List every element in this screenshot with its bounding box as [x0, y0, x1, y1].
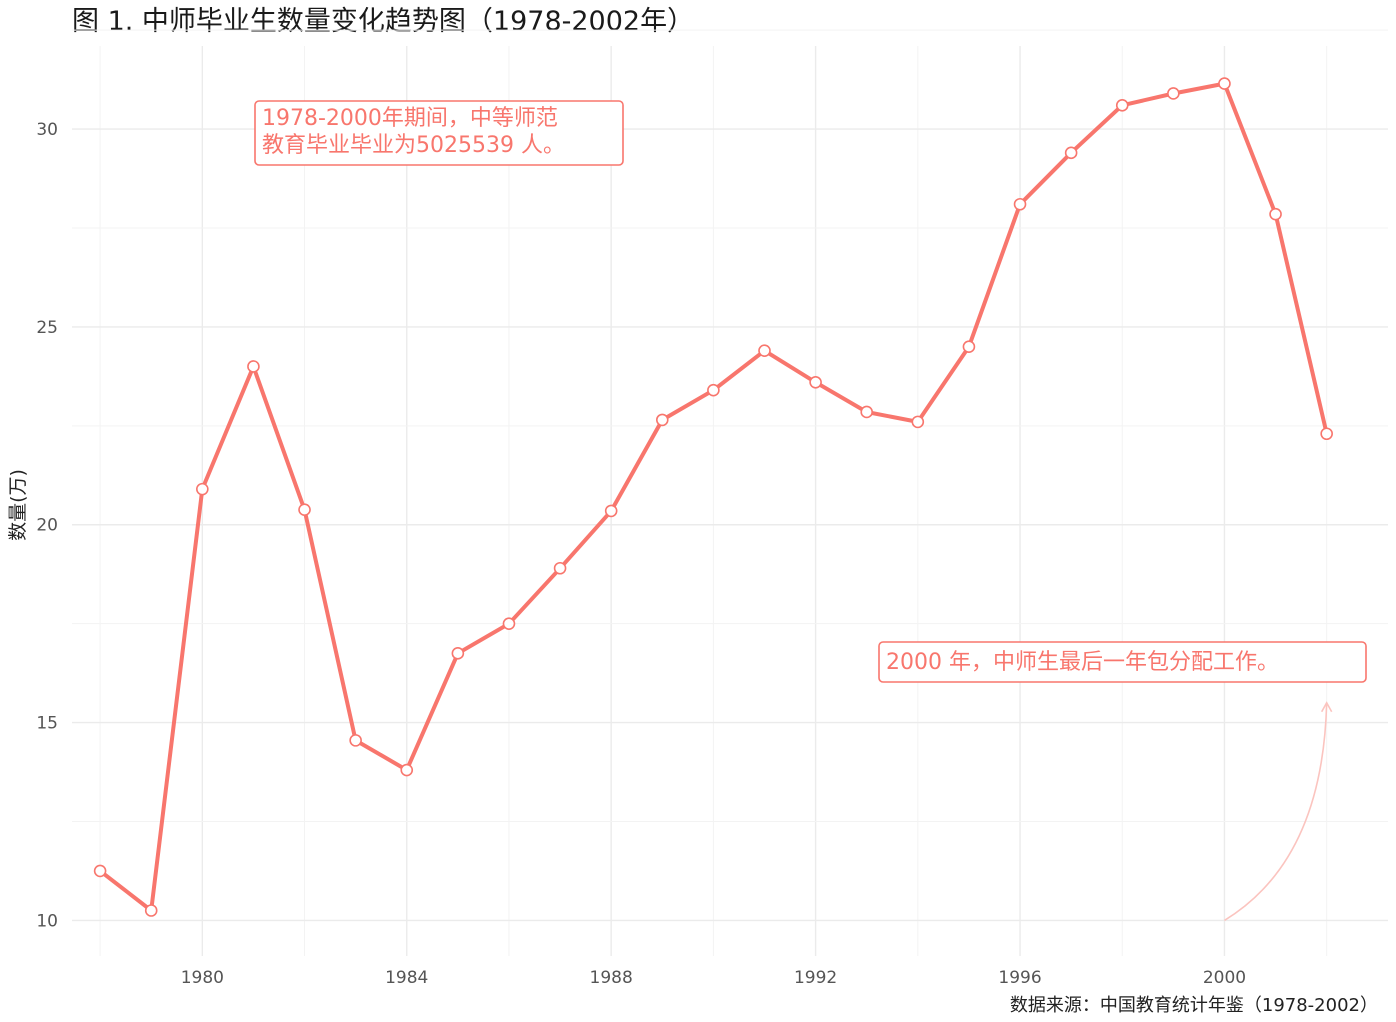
annotation-box [254, 100, 624, 166]
data-point [298, 503, 311, 517]
arrow-head [1320, 701, 1333, 713]
y-tick-label: 25 [36, 318, 58, 338]
data-point [1013, 197, 1027, 211]
data-point [196, 482, 209, 496]
data-point [1064, 146, 1078, 160]
x-tick-label: 1984 [385, 968, 428, 988]
data-point [860, 405, 874, 419]
annotation-box [878, 641, 1367, 683]
data-point [93, 864, 107, 878]
data-point [400, 763, 414, 777]
data-point [553, 561, 567, 575]
data-point [1167, 87, 1180, 100]
annotation-text: 教育毕业毕业为5025539 人。 [262, 133, 565, 158]
data-point [962, 340, 976, 353]
data-point [144, 904, 158, 917]
annotation-text: 1978-2000年期间，中等师范 [262, 106, 558, 131]
data-point [809, 376, 822, 389]
data-point [502, 617, 516, 630]
x-tick-label: 2000 [1203, 968, 1246, 988]
x-tick-label: 1996 [998, 968, 1041, 988]
data-point [1320, 427, 1333, 441]
y-axis-ticks: 10 15 20 25 30 [36, 120, 58, 931]
data-point [1218, 77, 1231, 90]
y-tick-label: 10 [36, 911, 58, 931]
x-tick-label: 1980 [181, 968, 224, 988]
data-point [758, 344, 771, 357]
data-point [247, 360, 260, 373]
data-point [451, 647, 465, 660]
data-point [911, 415, 925, 429]
grid [72, 29, 1388, 956]
data-point [707, 383, 720, 397]
chart-caption: 数据来源：中国教育统计年鉴（1978-2002） [1010, 995, 1378, 1016]
y-tick-label: 30 [36, 120, 58, 140]
annotation-arrow [1224, 702, 1328, 922]
series-group [93, 77, 1333, 917]
y-tick-label: 20 [36, 516, 58, 536]
annotation-text: 2000 年，中师生最后一年包分配工作。 [886, 650, 1279, 675]
data-point [655, 413, 669, 427]
chart-title: 图 1. 中师毕业生数量变化趋势图（1978-2002年） [72, 6, 694, 37]
y-tick-label: 15 [36, 714, 58, 734]
x-tick-label: 1988 [590, 968, 633, 988]
data-point [604, 504, 618, 518]
data-point [349, 734, 362, 747]
y-axis-label: 数量(万) [7, 469, 29, 541]
x-tick-label: 1992 [794, 968, 837, 988]
data-point [1115, 99, 1129, 112]
x-axis-ticks: 1980 1984 1988 1992 1996 2000 [181, 968, 1246, 988]
data-point [1269, 207, 1282, 221]
